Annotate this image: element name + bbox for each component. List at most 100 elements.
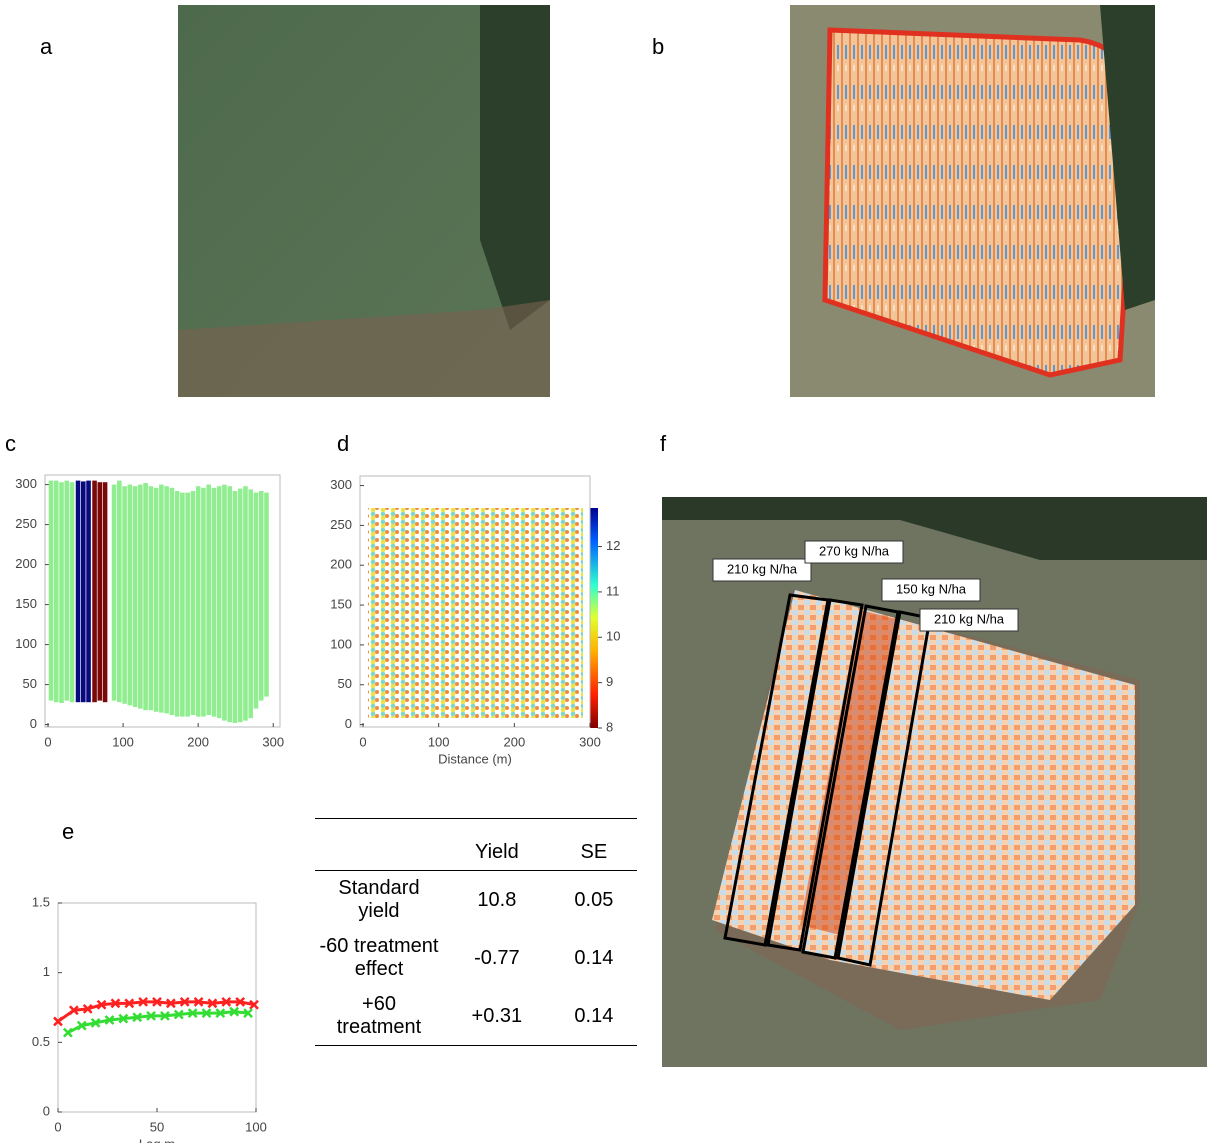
strip <box>117 480 122 703</box>
table-cell: +60 treatment <box>315 987 443 1046</box>
colorbar-tick-label: 12 <box>606 538 620 553</box>
x-tick-label: 100 <box>245 1119 267 1134</box>
x-axis-label: Lag m <box>139 1136 175 1143</box>
strip <box>201 487 206 717</box>
series-marker <box>82 1004 93 1014</box>
strip <box>169 487 175 715</box>
strip <box>227 486 232 723</box>
strip <box>132 486 138 707</box>
plot-frame <box>44 474 281 728</box>
colorbar-tick-label: 10 <box>606 629 620 644</box>
x-tick-label: 100 <box>428 734 450 749</box>
series-marker <box>90 1017 101 1028</box>
panel-label: d <box>337 431 349 456</box>
strip <box>164 486 169 714</box>
callout-label: 270 kg N/ha <box>819 543 890 558</box>
strip <box>111 484 117 701</box>
y-tick-label: 150 <box>15 596 37 611</box>
callout-box <box>804 540 904 564</box>
x-axis-label: Distance (m) <box>438 751 512 766</box>
strip <box>148 486 154 711</box>
y-tick-label: 250 <box>15 516 37 531</box>
series-marker <box>104 1015 115 1025</box>
strip <box>75 480 81 703</box>
y-tick-label: 300 <box>330 477 352 492</box>
strip <box>180 492 185 717</box>
table-cell: Standard yield <box>338 877 420 922</box>
strip-outline <box>801 604 900 960</box>
strip <box>264 492 269 697</box>
series-marker <box>201 1008 212 1018</box>
x-tick-label: 0 <box>44 734 51 749</box>
strip <box>253 492 259 709</box>
series-marker <box>187 1008 198 1018</box>
strip-outline <box>766 598 864 952</box>
x-tick-label: 300 <box>262 734 284 749</box>
table-cell: 0.14 <box>550 987 637 1046</box>
series-marker <box>179 997 190 1007</box>
series-marker <box>165 998 176 1009</box>
series-marker <box>193 997 204 1007</box>
yield-points <box>368 508 583 718</box>
series-marker <box>68 1005 79 1016</box>
adjacent-field <box>178 300 550 397</box>
series-marker <box>132 1012 143 1023</box>
strip <box>190 491 196 715</box>
series-marker <box>207 998 218 1009</box>
series-marker <box>146 1010 156 1021</box>
tree-line <box>480 5 550 330</box>
series-marker <box>138 997 149 1007</box>
colorbar <box>590 508 598 728</box>
table-cell: 10.8 <box>477 888 517 911</box>
strip <box>143 483 148 711</box>
series-marker <box>215 1008 226 1018</box>
y-tick-label: 0 <box>30 716 37 731</box>
series-marker <box>96 999 107 1010</box>
strip <box>185 492 190 717</box>
series-marker <box>221 997 232 1007</box>
y-tick-label: 300 <box>15 476 37 491</box>
colorbar-tick-label: 8 <box>606 719 613 734</box>
x-tick-label: 200 <box>187 734 209 749</box>
strip <box>48 480 54 701</box>
strip <box>122 486 127 704</box>
strip <box>59 482 64 703</box>
table-cell: -60 treatment effect <box>319 935 439 980</box>
y-tick-label: 150 <box>330 597 352 612</box>
strip <box>195 486 201 717</box>
table-row: Standard yield 10.8 0.05 <box>315 871 637 930</box>
x-tick-label: 300 <box>579 734 601 749</box>
strip <box>127 484 133 706</box>
callout-label: 210 kg N/ha <box>727 561 798 576</box>
header-cell <box>315 818 443 871</box>
panel-label: b <box>652 34 664 59</box>
y-tick-label: 100 <box>330 636 352 651</box>
series-line <box>67 1010 249 1034</box>
strip <box>102 482 108 703</box>
callout-box <box>881 578 981 602</box>
plot-frame <box>359 475 591 728</box>
strip <box>174 491 180 717</box>
y-tick-label: 0 <box>43 1103 50 1118</box>
tree-line <box>1100 5 1155 310</box>
strip <box>97 482 103 701</box>
y-tick-label: 50 <box>23 676 37 691</box>
y-tick-label: 1.5 <box>32 894 50 909</box>
table-row: -60 treatment effect -0.77 0.14 <box>315 929 637 987</box>
tree-line <box>662 497 1207 560</box>
strip <box>53 480 59 703</box>
y-tick-label: 0.5 <box>32 1034 50 1049</box>
series-marker <box>76 1020 87 1031</box>
series-marker <box>124 998 135 1009</box>
strip <box>216 486 222 719</box>
strip <box>64 480 70 701</box>
strip <box>222 484 227 721</box>
series-marker <box>249 999 259 1010</box>
series-marker <box>243 1008 253 1018</box>
x-tick-label: 50 <box>150 1119 164 1134</box>
strip <box>258 491 264 701</box>
y-tick-label: 200 <box>330 557 352 572</box>
y-tick-label: 1 <box>43 964 50 979</box>
x-tick-label: 0 <box>359 734 366 749</box>
